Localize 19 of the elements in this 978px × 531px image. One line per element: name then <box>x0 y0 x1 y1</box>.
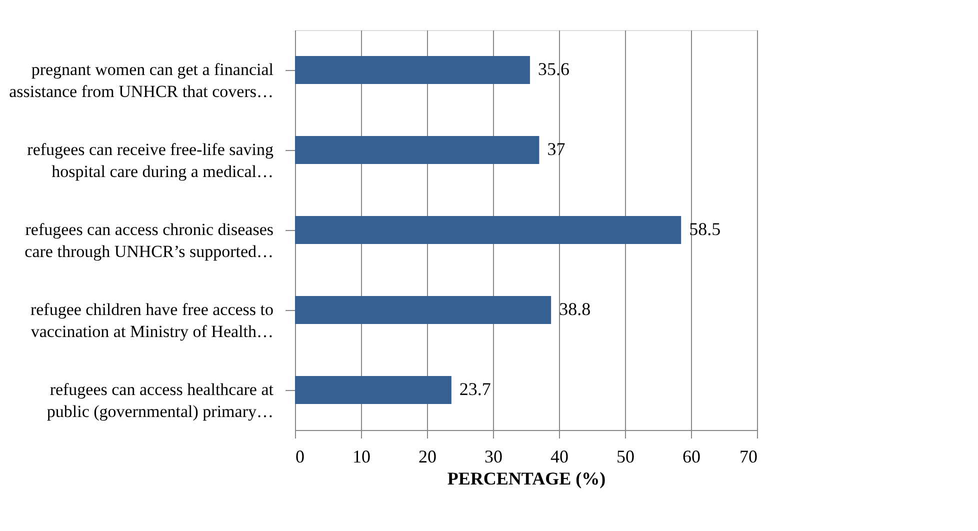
x-tick-label: 20 <box>418 446 436 466</box>
y-tick-label: refugees can receive free-life saving hospital care during a medical… <box>27 140 274 181</box>
x-tick-label: 70 <box>740 446 758 466</box>
x-tick-label: 0 <box>296 446 304 466</box>
data-label: 35.6 <box>538 59 570 79</box>
y-tick-label: refugees can access chronic diseases care through UNHCR’s supported… <box>24 220 274 261</box>
x-tick-label: 10 <box>352 446 370 466</box>
x-tick-label: 50 <box>616 446 634 466</box>
x-tick-label: 40 <box>550 446 568 466</box>
data-label: 37 <box>547 139 566 159</box>
y-tick-label: pregnant women can get a financial assistance from UNHCR that covers… <box>9 60 274 101</box>
x-tick-label: 60 <box>682 446 700 466</box>
x-tick-label: 30 <box>484 446 502 466</box>
x-axis-title: PERCENTAGE (%) <box>447 468 606 488</box>
data-label: 58.5 <box>689 219 721 239</box>
data-label: 23.7 <box>459 379 491 399</box>
y-tick-label: refugee children have free access to vaccination at Ministry of Health… <box>30 300 274 341</box>
y-tick-label: refugees can access healthcare at public (governmental) primary… <box>46 380 274 421</box>
data-label: 38.8 <box>559 299 591 319</box>
